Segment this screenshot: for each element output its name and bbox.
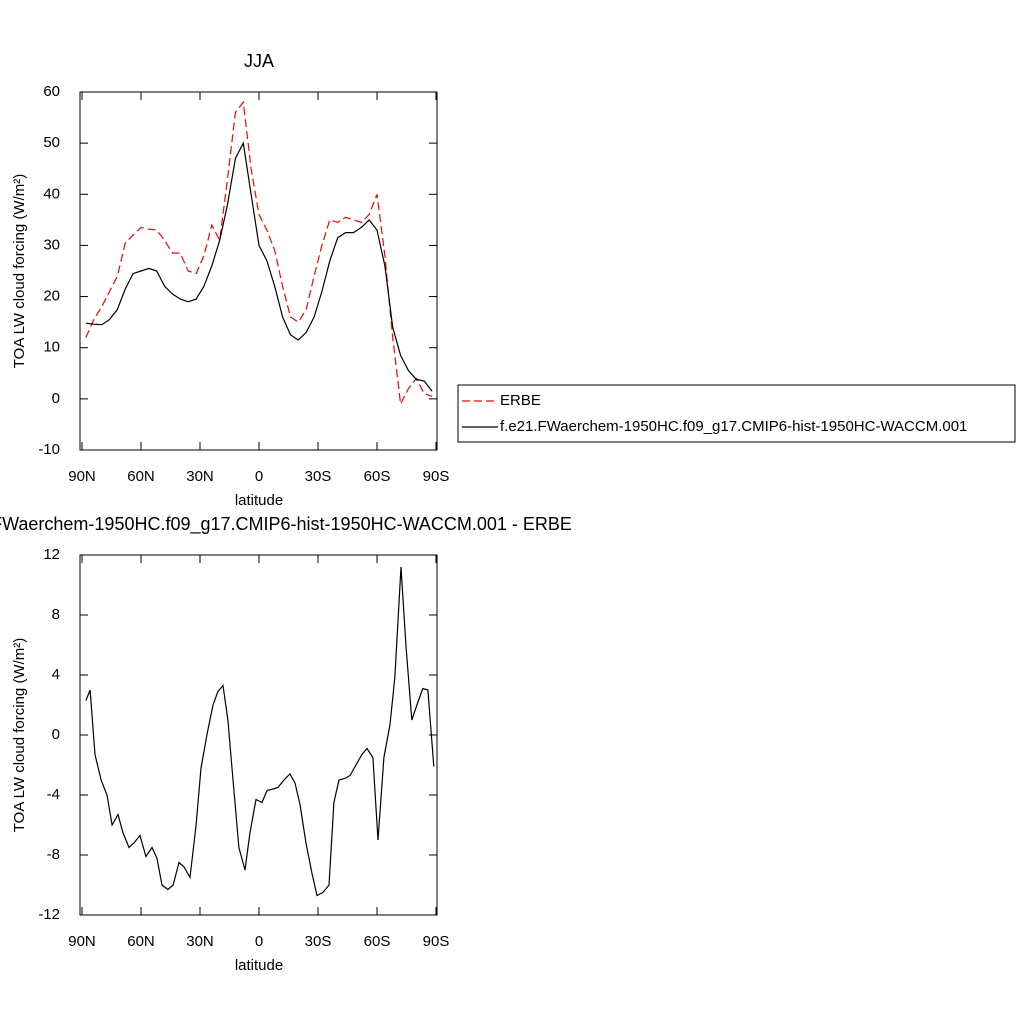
y-tick-label: 30 — [43, 236, 60, 253]
y-tick-label: 50 — [43, 134, 60, 151]
data-line — [85, 566, 435, 897]
x-tick-label: 90S — [423, 468, 450, 485]
legend: ERBE f.e21.FWaerchem-1950HC.f09_g17.CMIP6… — [457, 384, 1016, 443]
y-tick-label: -8 — [47, 846, 60, 863]
x-tick-label: 90S — [423, 933, 450, 950]
legend-frame — [457, 384, 1016, 443]
y-tick-label: -4 — [47, 786, 60, 803]
chart-title: JJA — [244, 51, 274, 71]
x-tick-label: 30S — [305, 933, 332, 950]
x-axis-label: latitude — [235, 492, 283, 509]
y-axis-label: TOA LW cloud forcing (W/m²) — [11, 638, 28, 832]
x-tick-label: 0 — [255, 933, 263, 950]
x-axis-label: latitude — [235, 957, 283, 974]
y-axis-label: TOA LW cloud forcing (W/m²) — [11, 174, 28, 368]
y-tick-label: -10 — [38, 441, 60, 458]
x-tick-label: 60S — [364, 933, 391, 950]
y-tick-label: 0 — [52, 726, 60, 743]
x-tick-label: 30S — [305, 468, 332, 485]
y-tick-label: 12 — [43, 546, 60, 563]
y-tick-label: -12 — [38, 906, 60, 923]
y-tick-label: 60 — [43, 83, 60, 100]
y-tick-label: 4 — [52, 666, 60, 683]
data-line — [85, 141, 433, 392]
y-tick-label: 8 — [52, 606, 60, 623]
y-tick-label: 0 — [52, 390, 60, 407]
plot-frame — [79, 91, 438, 451]
x-tick-label: 0 — [255, 468, 263, 485]
legend-label: ERBE — [500, 392, 541, 409]
y-tick-label: 10 — [43, 339, 60, 356]
data-line — [85, 100, 433, 407]
x-tick-label: 60S — [364, 468, 391, 485]
x-tick-label: 30N — [186, 933, 214, 950]
x-tick-label: 60N — [127, 933, 155, 950]
y-tick-label: 20 — [43, 288, 60, 305]
plot-frame — [79, 554, 438, 916]
x-tick-label: 30N — [186, 468, 214, 485]
panel: f.e21.FWaerchem-1950HC.f09_g17.CMIP6-his… — [0, 514, 572, 974]
y-tick-label: 40 — [43, 185, 60, 202]
legend-label: f.e21.FWaerchem-1950HC.f09_g17.CMIP6-his… — [500, 418, 967, 435]
x-tick-label: 90N — [68, 468, 96, 485]
panel: JJA latitude TOA LW cloud forcing (W/m²) -1… — [11, 51, 1016, 509]
x-tick-label: 60N — [127, 468, 155, 485]
x-tick-label: 90N — [68, 933, 96, 950]
chart-title: f.e21.FWaerchem-1950HC.f09_g17.CMIP6-his… — [0, 514, 572, 535]
